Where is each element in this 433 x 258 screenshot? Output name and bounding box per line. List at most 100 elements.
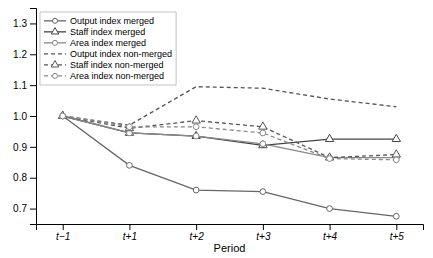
legend-marker (51, 28, 58, 34)
x-axis-title: Period (214, 242, 246, 254)
y-tick: 0.7 (13, 203, 36, 214)
series-marker (327, 206, 333, 212)
x-tick: t+1 (123, 224, 137, 242)
series-marker (193, 124, 199, 130)
series-marker (392, 150, 400, 157)
series-marker (392, 134, 400, 141)
legend: Output index mergedStaff index mergedAre… (40, 12, 176, 85)
series-marker (127, 162, 133, 168)
legend-swatch (44, 53, 66, 54)
series (60, 113, 399, 219)
x-tick-label: t−1 (56, 231, 70, 242)
y-tick: 0.8 (13, 172, 36, 183)
series-marker (260, 130, 266, 136)
chart: 0.7 0.8 0.9 1.0 1.1 1.2 1.3 t−1 t+1 t+2 t+3 t+4 t+5 O… (0, 0, 433, 258)
series (59, 111, 401, 160)
series-line (63, 116, 397, 160)
y-tick-label: 0.9 (13, 142, 27, 153)
series-marker (60, 113, 66, 119)
legend-item: Area index merged (44, 38, 146, 48)
x-tick-mark (263, 224, 264, 230)
legend-label: Output index merged (70, 16, 154, 26)
series-marker (325, 134, 333, 141)
series-marker (259, 122, 267, 129)
y-tick-label: 1.2 (13, 49, 27, 60)
x-tick-mark (396, 224, 397, 230)
x-tick-mark (330, 224, 331, 230)
y-tick-mark (30, 23, 36, 24)
series (63, 87, 397, 126)
legend-marker (51, 61, 58, 67)
legend-item: Output index merged (44, 16, 154, 26)
x-tick: t+3 (256, 224, 271, 242)
x-axis: t−1 t+1 t+2 t+3 t+4 t+5 (37, 224, 424, 242)
legend-label: Staff index non-merged (70, 60, 163, 70)
series-marker (193, 187, 199, 193)
series (60, 113, 399, 160)
x-tick-label: t+4 (323, 231, 338, 242)
y-tick-label: 1.0 (13, 111, 27, 122)
x-tick-label: t+2 (190, 231, 205, 242)
y-tick-label: 0.8 (13, 172, 27, 183)
legend-item: Staff index non-merged (44, 60, 163, 70)
series-marker (125, 124, 133, 131)
series-marker (260, 189, 266, 195)
series-line (63, 87, 397, 126)
series-line (63, 116, 397, 216)
series-marker (59, 111, 67, 118)
series-marker (59, 111, 67, 118)
y-tick-mark (30, 147, 36, 148)
x-tick: t−1 (56, 224, 70, 242)
legend-label: Area index non-merged (70, 71, 164, 81)
y-tick-mark (30, 85, 36, 86)
series-marker (193, 133, 199, 139)
series-marker (393, 213, 399, 219)
legend-item: Staff index merged (44, 27, 145, 37)
y-tick-label: 1.1 (13, 80, 27, 91)
legend-marker (52, 40, 57, 45)
x-axis-line (37, 225, 424, 231)
legend-box (40, 12, 176, 85)
series-line (63, 116, 397, 158)
x-tick-label: t+1 (123, 231, 137, 242)
y-tick-label: 1.3 (13, 18, 27, 29)
y-tick-mark (30, 116, 36, 117)
x-tick: t+2 (190, 224, 205, 242)
legend-marker (52, 73, 57, 78)
y-axis-line (30, 9, 37, 225)
y-tick: 0.9 (13, 142, 36, 153)
y-tick-mark (30, 209, 36, 210)
legend-label: Staff index merged (70, 27, 145, 37)
x-tick-mark (129, 224, 130, 230)
legend-label: Output index non-merged (70, 49, 172, 59)
series-line (63, 116, 397, 158)
x-tick-mark (196, 224, 197, 230)
series (60, 113, 399, 163)
legend-marker (52, 18, 57, 23)
x-tick-label: t+5 (390, 231, 405, 242)
series-marker (192, 116, 200, 123)
y-tick: 1.1 (13, 80, 36, 91)
y-tick-mark (30, 178, 36, 179)
y-tick-label: 0.7 (13, 203, 27, 214)
y-axis: 0.7 0.8 0.9 1.0 1.1 1.2 1.3 (13, 9, 36, 225)
series-marker (259, 141, 267, 148)
series (59, 111, 401, 148)
series-line (63, 116, 397, 145)
legend-label: Area index merged (70, 38, 146, 48)
series-marker (192, 131, 200, 138)
y-tick: 1.0 (13, 111, 36, 122)
y-tick: 1.3 (13, 18, 36, 29)
x-tick: t+5 (390, 224, 405, 242)
legend-item: Output index non-merged (44, 49, 172, 59)
series-marker (393, 157, 399, 163)
x-tick: t+4 (323, 224, 338, 242)
y-tick: 1.2 (13, 49, 36, 60)
series-group (59, 87, 401, 219)
series-marker (60, 113, 66, 119)
legend-item: Area index non-merged (44, 71, 164, 81)
x-tick-label: t+3 (256, 231, 271, 242)
series-marker (60, 113, 66, 119)
plot: 0.7 0.8 0.9 1.0 1.1 1.2 1.3 t−1 t+1 t+2 t+3 t+4 t+5 O… (13, 9, 423, 243)
series-marker (127, 124, 133, 130)
